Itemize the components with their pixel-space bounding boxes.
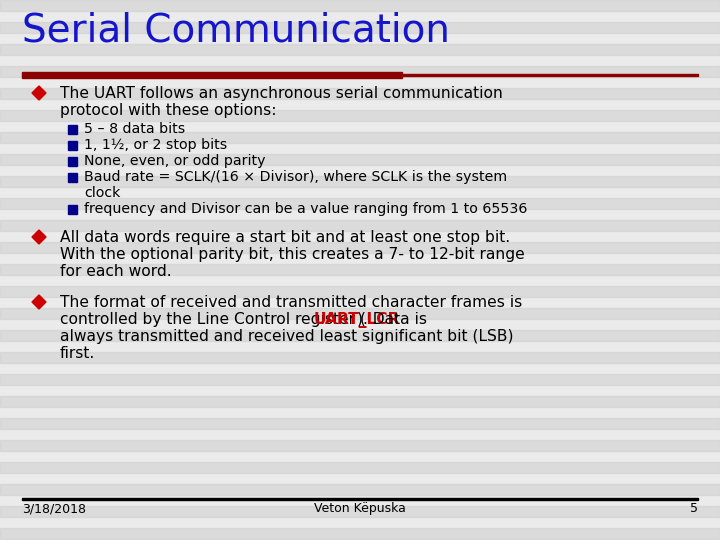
Text: 3/18/2018: 3/18/2018 — [22, 502, 86, 515]
Bar — [0, 44, 720, 55]
Bar — [0, 132, 720, 143]
Bar — [0, 154, 720, 165]
Bar — [22, 72, 402, 78]
Text: UART_LCR: UART_LCR — [313, 312, 400, 328]
Text: controlled by the Line Control register (: controlled by the Line Control register … — [60, 312, 366, 327]
Bar — [0, 88, 720, 99]
Text: clock: clock — [84, 186, 120, 200]
Bar — [0, 396, 720, 407]
Text: for each word.: for each word. — [60, 264, 171, 279]
Bar — [0, 286, 720, 297]
Text: All data words require a start bit and at least one stop bit.: All data words require a start bit and a… — [60, 230, 510, 245]
Bar — [68, 157, 77, 166]
Bar — [0, 484, 720, 495]
Polygon shape — [32, 230, 46, 244]
Bar — [68, 173, 77, 182]
Bar — [68, 141, 77, 150]
Bar — [0, 440, 720, 451]
Text: With the optional parity bit, this creates a 7- to 12-bit range: With the optional parity bit, this creat… — [60, 247, 525, 262]
Bar — [0, 264, 720, 275]
Bar — [0, 0, 720, 11]
Bar — [0, 66, 720, 77]
Bar — [0, 220, 720, 231]
Polygon shape — [32, 86, 46, 100]
Bar — [68, 125, 77, 134]
Bar — [0, 176, 720, 187]
Bar — [68, 205, 77, 214]
Text: Veton Këpuska: Veton Këpuska — [314, 502, 406, 515]
Bar — [0, 374, 720, 385]
Bar — [0, 330, 720, 341]
Text: None, even, or odd parity: None, even, or odd parity — [84, 154, 266, 168]
Text: 5 – 8 data bits: 5 – 8 data bits — [84, 122, 185, 136]
Text: 1, 1½, or 2 stop bits: 1, 1½, or 2 stop bits — [84, 138, 228, 152]
Text: Baud rate = SCLK/(16 × Divisor), where SCLK is the system: Baud rate = SCLK/(16 × Divisor), where S… — [84, 170, 507, 184]
Text: always transmitted and received least significant bit (LSB): always transmitted and received least si… — [60, 329, 513, 344]
Bar — [0, 22, 720, 33]
Bar — [0, 352, 720, 363]
Text: first.: first. — [60, 346, 95, 361]
Bar — [0, 308, 720, 319]
Text: Serial Communication: Serial Communication — [22, 12, 450, 50]
Text: The UART follows an asynchronous serial communication: The UART follows an asynchronous serial … — [60, 86, 503, 101]
Bar — [0, 528, 720, 539]
Bar — [0, 506, 720, 517]
Polygon shape — [32, 295, 46, 309]
Text: frequency and Divisor can be a value ranging from 1 to 65536: frequency and Divisor can be a value ran… — [84, 202, 527, 216]
Bar — [22, 498, 698, 500]
Bar — [0, 198, 720, 209]
Bar — [0, 242, 720, 253]
Text: ). Data is: ). Data is — [357, 312, 427, 327]
Bar — [0, 110, 720, 121]
Text: The format of received and transmitted character frames is: The format of received and transmitted c… — [60, 295, 522, 310]
Bar — [0, 462, 720, 473]
Bar — [0, 418, 720, 429]
Text: 5: 5 — [690, 502, 698, 515]
Text: protocol with these options:: protocol with these options: — [60, 103, 276, 118]
Bar — [402, 74, 698, 76]
